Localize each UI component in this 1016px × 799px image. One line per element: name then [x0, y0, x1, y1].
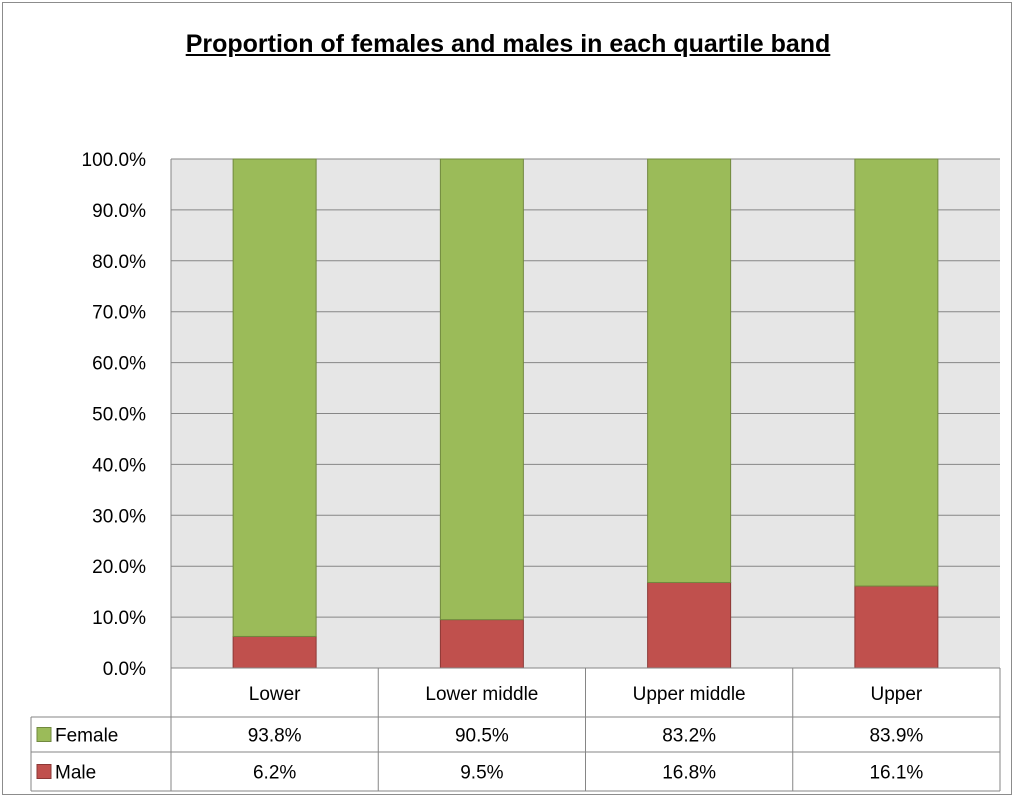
bar-male-3	[854, 585, 939, 669]
y-tick-label: 50.0%	[92, 405, 146, 426]
bar-male-0	[232, 635, 317, 669]
y-tick-label: 60.0%	[92, 354, 146, 375]
legend-label: Female	[55, 726, 118, 747]
data-label: 16.1%	[869, 763, 923, 784]
bar-female-3	[854, 158, 939, 587]
x-tick-label: Lower middle	[425, 684, 538, 705]
data-label: 83.2%	[662, 726, 716, 747]
y-tick-label: 20.0%	[92, 557, 146, 578]
x-tick-label: Upper	[871, 684, 923, 705]
y-tick-label: 70.0%	[92, 303, 146, 324]
legend-key-female	[36, 727, 52, 742]
data-label: 83.9%	[869, 726, 923, 747]
bar-female-1	[439, 158, 524, 621]
y-tick-label: 100.0%	[82, 150, 147, 171]
bar-female-2	[647, 158, 732, 583]
x-tick-label: Lower	[249, 684, 301, 705]
data-label: 6.2%	[253, 763, 296, 784]
bar-male-1	[439, 619, 524, 669]
y-tick-label: 80.0%	[92, 252, 146, 273]
y-tick-label: 0.0%	[103, 659, 146, 680]
data-label: 9.5%	[460, 763, 503, 784]
bar-female-0	[232, 158, 317, 637]
y-tick-label: 40.0%	[92, 455, 146, 476]
y-tick-label: 30.0%	[92, 506, 146, 527]
y-axis-ticks: 0.0% 10.0% 20.0% 30.0% 40.0% 50.0% 60.0% 70.0% 8…	[82, 150, 147, 680]
y-tick-label: 90.0%	[92, 201, 146, 222]
x-tick-label: Upper middle	[633, 684, 746, 705]
y-tick-label: 10.0%	[92, 608, 146, 629]
data-table: Lower Lower middle Upper middle Upper Female…	[30, 667, 1001, 792]
legend-label: Male	[55, 763, 96, 784]
bars	[232, 158, 939, 669]
bar-male-2	[647, 581, 732, 669]
data-label: 93.8%	[248, 726, 302, 747]
legend-key-male	[36, 764, 52, 779]
data-label: 16.8%	[662, 763, 716, 784]
chart-title: Proportion of females and males in each …	[185, 30, 831, 58]
data-label: 90.5%	[455, 726, 509, 747]
